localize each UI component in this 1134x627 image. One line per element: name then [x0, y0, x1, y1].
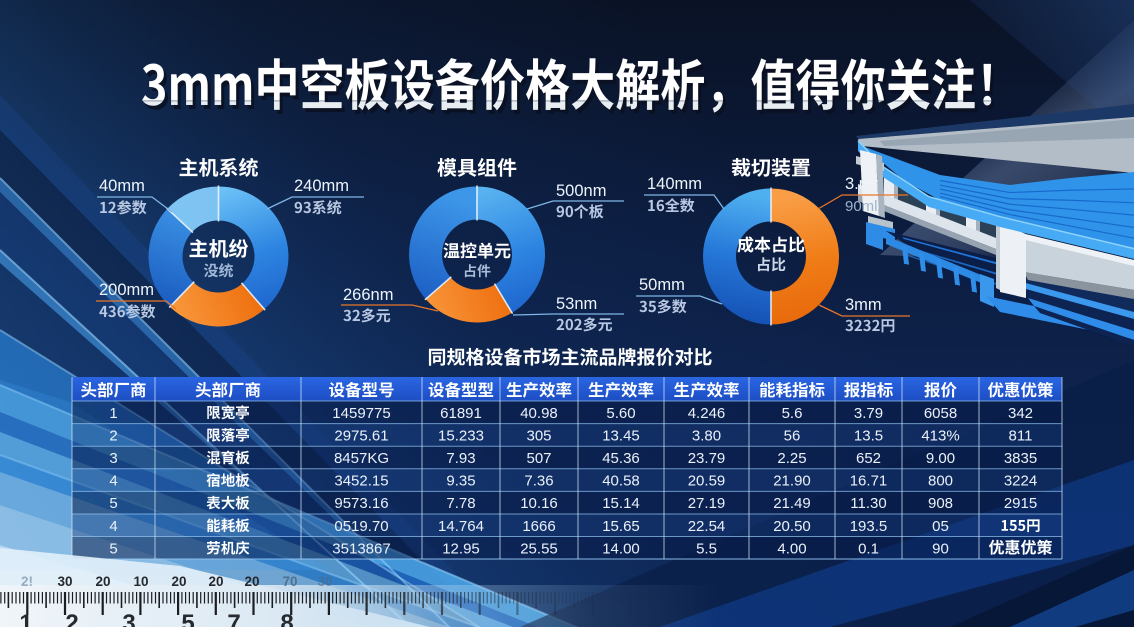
svg-text:3: 3	[122, 610, 135, 627]
svg-text:3224: 3224	[1004, 473, 1037, 490]
svg-text:3.79: 3.79	[854, 405, 883, 422]
svg-text:5: 5	[181, 610, 194, 627]
svg-text:305: 305	[526, 427, 551, 444]
svg-text:4: 4	[109, 473, 117, 490]
svg-text:7.93: 7.93	[446, 450, 475, 467]
svg-text:20.50: 20.50	[773, 518, 811, 535]
svg-text:20: 20	[95, 574, 110, 589]
svg-text:4.246: 4.246	[688, 405, 726, 422]
svg-text:5: 5	[109, 540, 117, 557]
svg-text:20.59: 20.59	[688, 473, 726, 490]
svg-text:20: 20	[171, 574, 186, 589]
svg-text:1459775: 1459775	[332, 405, 390, 422]
svg-text:3513867: 3513867	[332, 540, 390, 557]
svg-text:3.mr: 3.mr	[845, 175, 879, 193]
svg-text:21.90: 21.90	[773, 473, 811, 490]
svg-text:90: 90	[932, 540, 949, 557]
svg-text:5.6: 5.6	[782, 405, 803, 422]
svg-text:240mm: 240mm	[294, 177, 349, 195]
svg-text:10: 10	[133, 574, 148, 589]
svg-text:20: 20	[208, 574, 223, 589]
svg-text:23.79: 23.79	[688, 450, 726, 467]
svg-text:266nm: 266nm	[343, 286, 393, 304]
svg-text:5.5: 5.5	[696, 540, 717, 557]
svg-text:3.80: 3.80	[692, 427, 721, 444]
svg-text:45.36: 45.36	[602, 450, 640, 467]
svg-text:40.98: 40.98	[520, 405, 558, 422]
svg-text:800: 800	[928, 473, 953, 490]
svg-text:5: 5	[109, 495, 117, 512]
svg-text:3452.15: 3452.15	[334, 473, 388, 490]
svg-text:14.764: 14.764	[438, 518, 484, 535]
svg-text:05: 05	[932, 518, 949, 535]
svg-text:342: 342	[1008, 405, 1033, 422]
svg-text:14.00: 14.00	[602, 540, 640, 557]
svg-text:652: 652	[856, 450, 881, 467]
svg-text:811: 811	[1009, 427, 1033, 444]
svg-text:11.30: 11.30	[850, 495, 886, 512]
svg-text:21.49: 21.49	[773, 495, 811, 512]
svg-text:90ml: 90ml	[845, 198, 878, 215]
svg-text:7: 7	[227, 610, 240, 627]
svg-text:8457KG: 8457KG	[334, 450, 389, 467]
svg-text:6058: 6058	[924, 405, 957, 422]
svg-text:0519.70: 0519.70	[334, 518, 388, 535]
svg-text:50mm: 50mm	[639, 276, 685, 294]
svg-text:2: 2	[65, 610, 78, 627]
svg-text:908: 908	[928, 495, 953, 512]
svg-text:500nm: 500nm	[556, 182, 606, 200]
svg-text:140mm: 140mm	[647, 175, 702, 193]
svg-text:2.25: 2.25	[777, 450, 806, 467]
svg-text:9.35: 9.35	[446, 473, 475, 490]
svg-text:5.60: 5.60	[606, 405, 635, 422]
svg-text:12.95: 12.95	[442, 540, 480, 557]
svg-text:200mm: 200mm	[99, 281, 154, 299]
svg-text:22.54: 22.54	[688, 518, 726, 535]
svg-text:2975.61: 2975.61	[334, 427, 388, 444]
svg-text:30: 30	[317, 574, 332, 589]
svg-text:2915: 2915	[1004, 495, 1037, 512]
svg-text:15.14: 15.14	[602, 495, 640, 512]
svg-text:507: 507	[526, 450, 551, 467]
svg-text:1: 1	[109, 405, 117, 422]
svg-text:25.55: 25.55	[520, 540, 558, 557]
svg-text:0.1: 0.1	[858, 540, 879, 557]
svg-text:27.19: 27.19	[688, 495, 726, 512]
svg-text:13.5: 13.5	[854, 427, 883, 444]
svg-text:15.65: 15.65	[602, 518, 640, 535]
svg-text:10.16: 10.16	[520, 495, 558, 512]
svg-text:2: 2	[109, 427, 117, 444]
svg-text:56: 56	[784, 427, 801, 444]
svg-text:1: 1	[19, 610, 32, 627]
svg-text:13.45: 13.45	[602, 427, 640, 444]
svg-text:3: 3	[109, 450, 117, 467]
svg-text:15.233: 15.233	[438, 427, 484, 444]
svg-text:413%: 413%	[921, 427, 959, 444]
svg-text:4.00: 4.00	[777, 540, 806, 557]
svg-text:70: 70	[282, 574, 297, 589]
svg-text:40mm: 40mm	[99, 177, 145, 195]
svg-text:1666: 1666	[522, 518, 555, 535]
svg-text:9.00: 9.00	[926, 450, 955, 467]
svg-text:7.36: 7.36	[524, 473, 553, 490]
svg-text:40.58: 40.58	[602, 473, 640, 490]
svg-text:8: 8	[280, 610, 293, 627]
svg-text:193.5: 193.5	[850, 518, 888, 535]
svg-text:30: 30	[57, 574, 72, 589]
svg-text:3835: 3835	[1004, 450, 1037, 467]
svg-text:20: 20	[244, 574, 259, 589]
svg-text:53nm: 53nm	[556, 295, 597, 313]
svg-text:7.78: 7.78	[446, 495, 475, 512]
svg-text:16.71: 16.71	[850, 473, 888, 490]
svg-text:9573.16: 9573.16	[334, 495, 388, 512]
svg-text:61891: 61891	[440, 405, 482, 422]
svg-text:2!: 2!	[21, 574, 33, 589]
svg-text:4: 4	[109, 518, 117, 535]
svg-text:3mm: 3mm	[845, 296, 882, 314]
